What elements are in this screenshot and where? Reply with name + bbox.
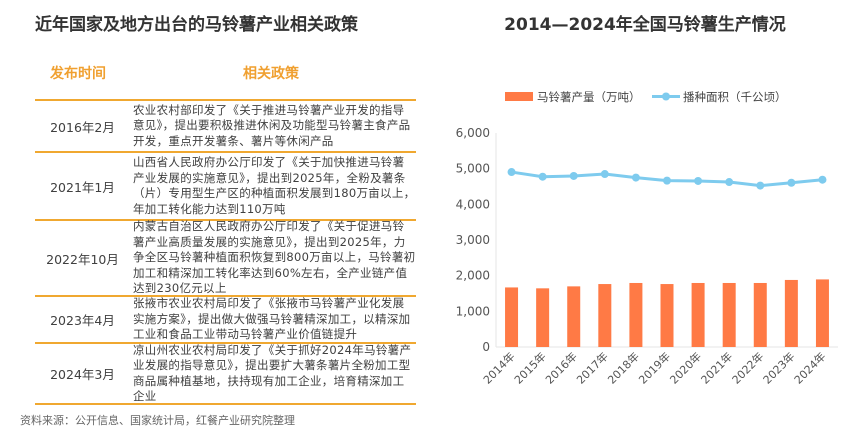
policy-title: 近年国家及地方出台的马铃薯产业相关政策 bbox=[35, 15, 358, 35]
x-tick-label: 2015年 bbox=[511, 349, 548, 386]
x-tick-label: 2021年 bbox=[698, 349, 735, 386]
line-point bbox=[756, 181, 765, 190]
legend-line-marker bbox=[662, 92, 670, 101]
x-tick-label: 2024年 bbox=[791, 349, 828, 386]
row-policy: 农业农村部印发了《关于推进马铃薯产业开发的指导意见》，提出要积极推进休闲及功能型… bbox=[133, 102, 411, 148]
y-tick-label: 5,000 bbox=[456, 162, 490, 176]
policy-table: 2016年2月 农业农村部印发了《关于推进马铃薯产业开发的指导意见》，提出要积极推… bbox=[35, 99, 416, 405]
x-tick-label: 2023年 bbox=[760, 349, 797, 386]
y-tick-label: 4,000 bbox=[456, 197, 490, 211]
table-row: 2024年3月 凉山州农业农村局印发了《关于抓好2024年马铃薯产业发展的指导意见… bbox=[35, 342, 416, 405]
line-point bbox=[507, 168, 516, 177]
bar bbox=[505, 287, 519, 347]
table-row: 2016年2月 农业农村部印发了《关于推进马铃薯产业开发的指导意见》，提出要积极推… bbox=[35, 99, 416, 151]
y-tick-label: 1,000 bbox=[456, 304, 490, 318]
line-point bbox=[538, 172, 547, 181]
legend-line-label: 播种面积（千公顷） bbox=[683, 90, 787, 104]
y-tick-label: 3,000 bbox=[456, 233, 490, 247]
line-point bbox=[725, 178, 734, 187]
x-tick-label: 2017年 bbox=[573, 349, 610, 386]
bar bbox=[691, 282, 705, 347]
chart: 0 1,000 2,000 3,000 4,000 5,000 6,000 2014年2015… bbox=[456, 90, 838, 387]
x-tick-label: 2022年 bbox=[729, 349, 766, 386]
line-point bbox=[600, 170, 609, 179]
y-tick-label: 6,000 bbox=[456, 126, 490, 140]
x-tick-label: 2016年 bbox=[542, 349, 579, 386]
x-tick-label: 2014年 bbox=[480, 349, 517, 386]
row-policy: 张掖市农业农村局印发了《张掖市马铃薯产业化发展实施方案》，提出做大做强马铃薯精深… bbox=[133, 296, 411, 342]
table-row: 2021年1月 山西省人民政府办公厅印发了《关于加快推进马铃薯产业发展的实施意见》… bbox=[35, 151, 416, 219]
table-row: 2022年10月 内蒙古自治区人民政府办公厅印发了《关于促进马铃薯产业高质量发展的… bbox=[35, 219, 416, 295]
x-tick-label: 2019年 bbox=[636, 349, 673, 386]
bar bbox=[722, 282, 736, 347]
legend-bar-swatch bbox=[505, 92, 533, 101]
bar bbox=[660, 284, 674, 347]
line-point bbox=[787, 178, 796, 187]
row-date: 2023年4月 bbox=[50, 313, 115, 328]
row-policy: 凉山州农业农村局印发了《关于抓好2024年马铃薯产业发展的指导意见》，提出要扩大… bbox=[133, 342, 412, 404]
bar bbox=[753, 282, 767, 347]
bar bbox=[629, 282, 643, 347]
y-tick-label: 2,000 bbox=[456, 269, 490, 283]
bar bbox=[598, 284, 612, 347]
line-point bbox=[818, 175, 827, 184]
header-policy: 相关政策 bbox=[243, 66, 299, 82]
chart-title: 2014—2024年全国马铃薯生产情况 bbox=[504, 15, 786, 35]
line-point bbox=[569, 171, 578, 180]
row-policy: 内蒙古自治区人民政府办公厅印发了《关于促进马铃薯产业高质量发展的实施意见》，提出… bbox=[133, 219, 416, 296]
y-tick-label: 0 bbox=[482, 340, 490, 354]
row-date: 2024年3月 bbox=[50, 367, 115, 382]
x-tick-label: 2020年 bbox=[667, 349, 704, 386]
bar bbox=[536, 288, 550, 347]
line-point bbox=[631, 173, 640, 182]
bar bbox=[784, 279, 798, 347]
source-note: 资料来源：公开信息、国家统计局，红餐产业研究院整理 bbox=[20, 414, 295, 427]
row-policy: 山西省人民政府办公厅印发了《关于加快推进马铃薯产业发展的实施意见》，提出到202… bbox=[133, 155, 416, 216]
bar bbox=[815, 279, 829, 347]
x-tick-label: 2018年 bbox=[605, 349, 642, 386]
bar bbox=[567, 286, 581, 347]
legend-bar-label: 马铃薯产量（万吨） bbox=[537, 90, 641, 104]
line-point bbox=[663, 176, 671, 185]
table-row: 2023年4月 张掖市农业农村局印发了《张掖市马铃薯产业化发展实施方案》，提出做大… bbox=[35, 295, 416, 342]
row-date: 2016年2月 bbox=[50, 119, 115, 135]
line-point bbox=[694, 176, 703, 185]
row-date: 2022年10月 bbox=[46, 251, 119, 267]
header-date: 发布时间 bbox=[50, 66, 106, 82]
row-date: 2021年1月 bbox=[50, 179, 115, 195]
